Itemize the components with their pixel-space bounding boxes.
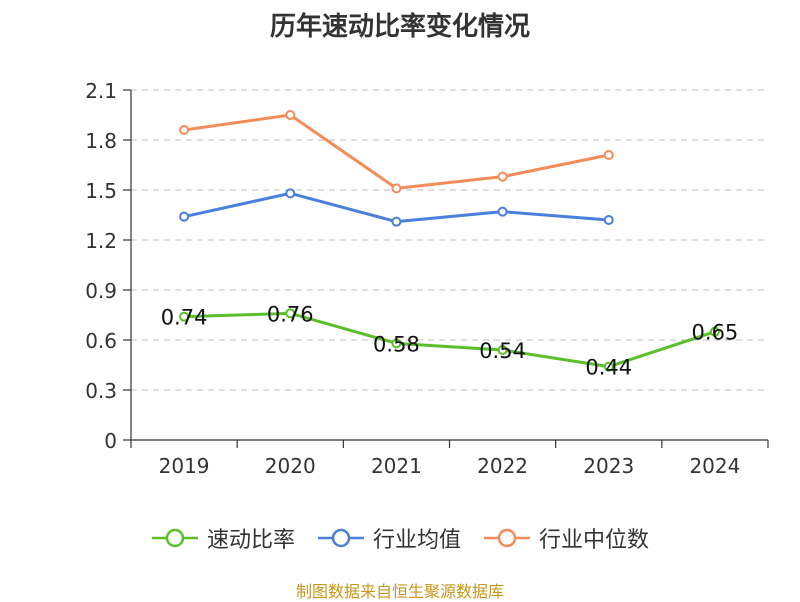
chart-title: 历年速动比率变化情况 bbox=[269, 12, 530, 42]
x-tick-label: 2024 bbox=[689, 454, 740, 478]
legend-label: 速动比率 bbox=[206, 528, 295, 553]
legend-label: 行业中位数 bbox=[539, 528, 650, 553]
data-point bbox=[603, 361, 614, 372]
data-point bbox=[391, 216, 402, 227]
data-point bbox=[709, 326, 720, 337]
legend-label: 行业均值 bbox=[372, 528, 461, 553]
data-label: 0.65 bbox=[692, 321, 739, 345]
data-point bbox=[391, 183, 402, 194]
data-point bbox=[285, 110, 296, 120]
source-note: 制图数据来自恒生聚源数据库 bbox=[295, 582, 504, 601]
x-tick-label: 2020 bbox=[265, 454, 316, 478]
y-tick-label: 1.8 bbox=[85, 129, 117, 153]
data-label: 0.54 bbox=[479, 339, 526, 363]
legend-item[interactable]: 行业中位数 bbox=[483, 522, 649, 554]
series-line-0 bbox=[184, 311, 716, 369]
data-point bbox=[179, 211, 190, 222]
legend-line-circle-icon bbox=[151, 528, 198, 548]
data-point bbox=[285, 188, 296, 199]
axes: 0 0.3 0.6 0.9 1.2 1.5 1.8 2.1 2019 2020 2021 2022 20… bbox=[85, 79, 769, 478]
legend-item[interactable]: 速动比率 bbox=[151, 522, 295, 554]
x-tick-label: 2019 bbox=[159, 454, 210, 478]
y-tick-label: 0.9 bbox=[85, 279, 117, 303]
y-tick-label: 1.5 bbox=[85, 179, 117, 203]
data-label: 0.74 bbox=[161, 306, 208, 330]
series-lines bbox=[179, 110, 720, 372]
series-line-2 bbox=[183, 113, 610, 190]
x-tick-label: 2022 bbox=[477, 454, 528, 478]
grid-lines bbox=[131, 89, 768, 391]
y-tick-label: 0.3 bbox=[85, 379, 117, 403]
data-point bbox=[497, 206, 508, 217]
data-point bbox=[179, 125, 190, 135]
data-point bbox=[497, 171, 508, 182]
y-tick-label: 1.2 bbox=[85, 229, 117, 253]
legend-line-circle-icon bbox=[484, 528, 530, 548]
legend-line-circle-icon bbox=[317, 528, 364, 548]
data-point bbox=[497, 345, 508, 355]
data-point bbox=[603, 150, 614, 160]
data-point bbox=[603, 215, 614, 225]
data-label: 0.76 bbox=[267, 302, 314, 326]
y-tick-label: 2.1 bbox=[85, 79, 117, 103]
y-tick-label: 0 bbox=[104, 429, 117, 453]
y-tick-label: 0.6 bbox=[85, 329, 117, 353]
data-labels: 0.74 0.76 0.58 0.54 0.44 0.65 bbox=[161, 302, 739, 379]
x-tick-label: 2021 bbox=[371, 454, 422, 478]
legend: 速动比率 行业均值 行业中位数 bbox=[0, 520, 800, 556]
data-label: 0.44 bbox=[585, 356, 632, 380]
data-point bbox=[391, 338, 402, 349]
data-label: 0.58 bbox=[373, 332, 420, 356]
data-point bbox=[179, 311, 190, 322]
x-tick-label: 2023 bbox=[583, 454, 634, 478]
data-point bbox=[285, 308, 296, 319]
legend-item[interactable]: 行业均值 bbox=[317, 522, 461, 554]
